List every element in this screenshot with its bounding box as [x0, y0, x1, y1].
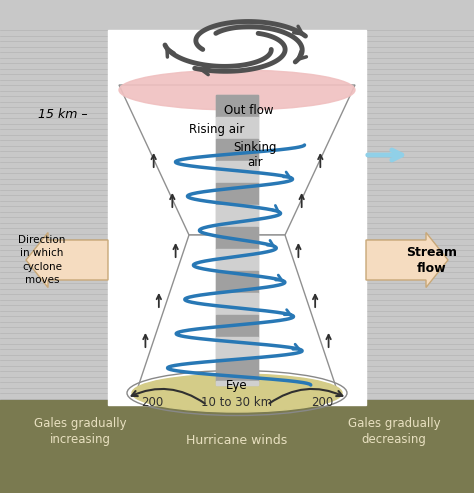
Bar: [216, 337, 258, 359]
FancyArrow shape: [26, 233, 108, 287]
Bar: [216, 205, 258, 227]
Bar: [216, 315, 258, 337]
Text: Gales gradually
decreasing: Gales gradually decreasing: [348, 418, 440, 447]
Text: Rising air: Rising air: [189, 124, 245, 137]
Bar: [108, 30, 366, 405]
Text: 200: 200: [311, 396, 333, 410]
Polygon shape: [137, 235, 337, 390]
Bar: [216, 161, 258, 183]
Bar: [216, 183, 258, 205]
Bar: [216, 95, 258, 117]
Bar: [216, 249, 258, 271]
Text: 10 to 30 km: 10 to 30 km: [201, 396, 273, 410]
FancyArrow shape: [366, 233, 448, 287]
Bar: [216, 271, 258, 293]
Text: Hurricane winds: Hurricane winds: [186, 433, 288, 447]
Bar: [216, 359, 258, 381]
Bar: [216, 381, 258, 385]
Polygon shape: [119, 85, 355, 235]
Ellipse shape: [119, 70, 355, 110]
Text: Gales gradually
increasing: Gales gradually increasing: [34, 418, 126, 447]
Ellipse shape: [132, 374, 342, 412]
Bar: [216, 139, 258, 161]
Text: Sinking
air: Sinking air: [233, 141, 277, 170]
Text: Direction
in which
cyclone
moves: Direction in which cyclone moves: [18, 235, 66, 285]
Text: 200: 200: [141, 396, 163, 410]
Text: 15 km –: 15 km –: [38, 108, 88, 121]
Bar: [216, 227, 258, 249]
Bar: [216, 293, 258, 315]
Text: Stream
flow: Stream flow: [407, 246, 457, 275]
Bar: [216, 117, 258, 139]
Text: Out flow: Out flow: [224, 104, 274, 116]
Bar: [0, 400, 474, 493]
Bar: [216, 95, 258, 385]
Text: Eye: Eye: [226, 379, 248, 391]
